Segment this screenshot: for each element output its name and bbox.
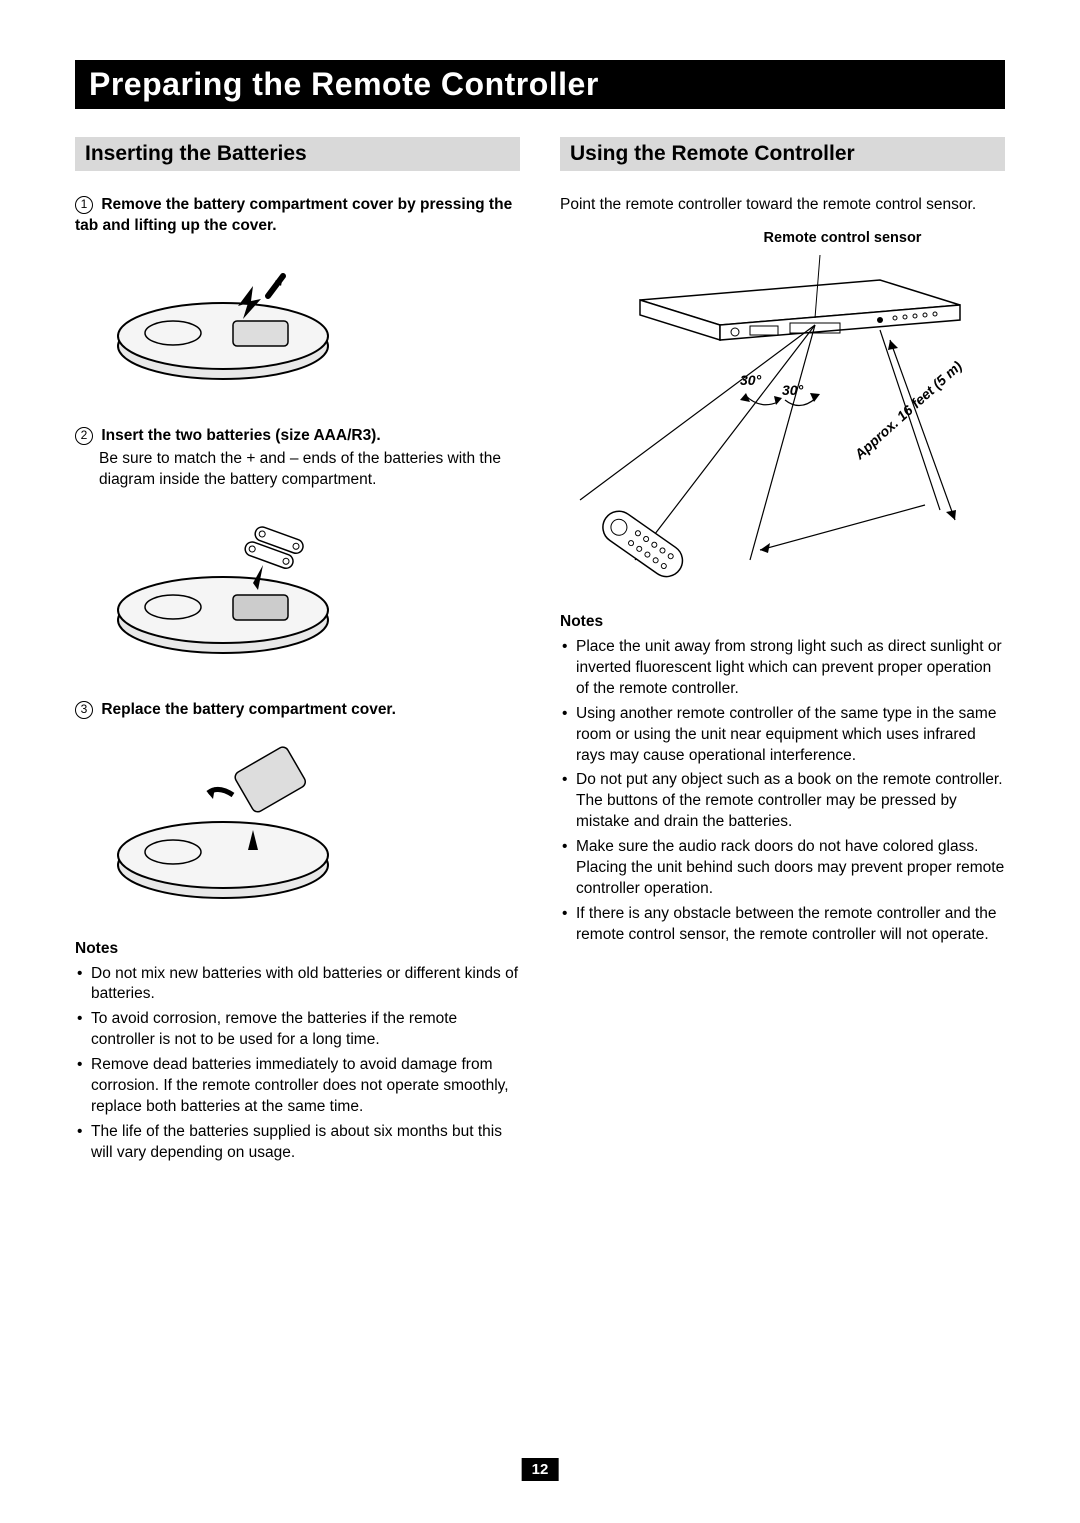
distance-label: Approx. 16 feet (5 m) — [851, 357, 966, 462]
section-heading-batteries: Inserting the Batteries — [75, 137, 520, 171]
illustration-insert-batteries — [103, 505, 520, 670]
step-number-icon: 1 — [75, 196, 93, 214]
sensor-label: Remote control sensor — [680, 230, 1005, 246]
right-column: Using the Remote Controller Point the re… — [560, 137, 1005, 1168]
angle-right-label: 30° — [782, 382, 804, 398]
angle-left-label: 30° — [740, 372, 762, 388]
illustration-remove-cover — [103, 251, 520, 396]
step-description: Be sure to match the + and – ends of the… — [99, 449, 520, 491]
section-heading-using: Using the Remote Controller — [560, 137, 1005, 171]
note-item: If there is any obstacle between the rem… — [560, 904, 1005, 946]
step-text: Replace the battery compartment cover. — [101, 701, 396, 718]
note-item: Make sure the audio rack doors do not ha… — [560, 837, 1005, 900]
left-column: Inserting the Batteries 1 Remove the bat… — [75, 137, 520, 1168]
illustration-sensor-range: 30° 30° Approx. 16 feet (5 m) — [560, 250, 1005, 585]
step-number-icon: 3 — [75, 701, 93, 719]
notes-heading-left: Notes — [75, 940, 520, 958]
note-item: Do not mix new batteries with old batter… — [75, 964, 520, 1006]
step-2: 2 Insert the two batteries (size AAA/R3)… — [75, 426, 520, 491]
page-number: 12 — [522, 1458, 559, 1481]
content-columns: Inserting the Batteries 1 Remove the bat… — [75, 137, 1005, 1168]
step-text: Insert the two batteries (size AAA/R3). — [101, 427, 380, 444]
note-item: Remove dead batteries immediately to avo… — [75, 1055, 520, 1118]
notes-heading-right: Notes — [560, 613, 1005, 631]
notes-list-left: Do not mix new batteries with old batter… — [75, 964, 520, 1164]
note-item: To avoid corrosion, remove the batteries… — [75, 1009, 520, 1051]
note-item: The life of the batteries supplied is ab… — [75, 1122, 520, 1164]
step-number-icon: 2 — [75, 427, 93, 445]
step-text: Remove the battery compartment cover by … — [75, 196, 512, 234]
note-item: Do not put any object such as a book on … — [560, 770, 1005, 833]
step-3: 3 Replace the battery compartment cover. — [75, 700, 520, 721]
step-1: 1 Remove the battery compartment cover b… — [75, 195, 520, 237]
intro-text: Point the remote controller toward the r… — [560, 195, 1005, 216]
notes-list-right: Place the unit away from strong light su… — [560, 637, 1005, 946]
page-title: Preparing the Remote Controller — [75, 60, 1005, 109]
note-item: Place the unit away from strong light su… — [560, 637, 1005, 700]
illustration-replace-cover — [103, 735, 520, 910]
note-item: Using another remote controller of the s… — [560, 704, 1005, 767]
